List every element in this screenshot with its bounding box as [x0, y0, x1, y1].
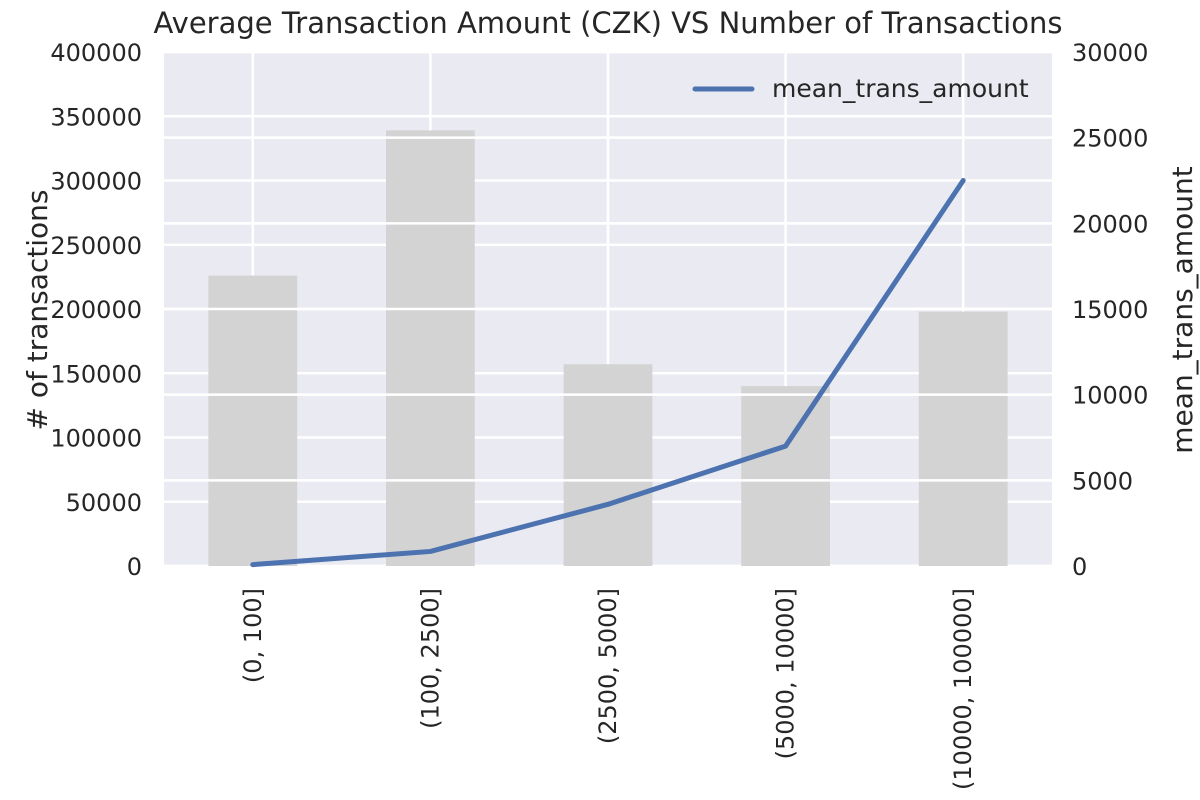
left-y-tick-label: 400000	[50, 39, 142, 67]
right-y-tick-label: 10000	[1072, 382, 1148, 410]
left-y-tick-label: 200000	[50, 296, 142, 324]
bars	[164, 130, 1052, 566]
y2-axis-label: mean_trans_amount	[1166, 166, 1199, 453]
left-y-tick-label: 250000	[50, 232, 142, 260]
bar	[918, 311, 1008, 566]
left-y-tick-label: 350000	[50, 103, 142, 131]
line-series	[250, 178, 966, 568]
legend-label: mean_trans_amount	[772, 74, 1029, 103]
x-ticks: (0, 100] (100, 2500] (2500, 5000] (5000, 10…	[239, 588, 977, 790]
x-tick-label: (5000, 10000]	[772, 588, 800, 759]
chart-title: Average Transaction Amount (CZK) VS Numb…	[154, 6, 1063, 40]
left-y-tick-label: 0	[127, 553, 142, 581]
right-y-tick-label: 0	[1072, 553, 1087, 581]
bar	[741, 386, 830, 566]
x-tick-label: (100, 2500]	[416, 588, 444, 729]
left-y-tick-label: 100000	[50, 425, 142, 453]
right-y-tick-label: 25000	[1072, 125, 1148, 153]
legend: mean_trans_amount	[692, 74, 1029, 103]
bar	[208, 275, 298, 566]
bar	[386, 130, 475, 566]
right-y-tick-label: 15000	[1072, 296, 1148, 324]
x-tick-label: (2500, 5000]	[594, 588, 622, 744]
bar	[563, 364, 653, 566]
left-y-tick-label: 150000	[50, 360, 142, 388]
right-y-tick-label: 30000	[1072, 39, 1148, 67]
left-y-ticks: 0 50000 100000 150000 200000 250000 300000 3500…	[50, 39, 142, 581]
x-tick-label: (10000, 100000]	[949, 588, 977, 790]
right-y-tick-label: 20000	[1072, 210, 1148, 238]
y-axis-label: # of transactions	[21, 189, 54, 430]
right-y-ticks: 0 5000 10000 15000 20000 25000 30000	[1072, 39, 1148, 581]
x-tick-label: (0, 100]	[239, 588, 267, 683]
left-y-tick-label: 300000	[50, 168, 142, 196]
left-y-tick-label: 50000	[66, 489, 142, 517]
right-y-tick-label: 5000	[1072, 467, 1133, 495]
